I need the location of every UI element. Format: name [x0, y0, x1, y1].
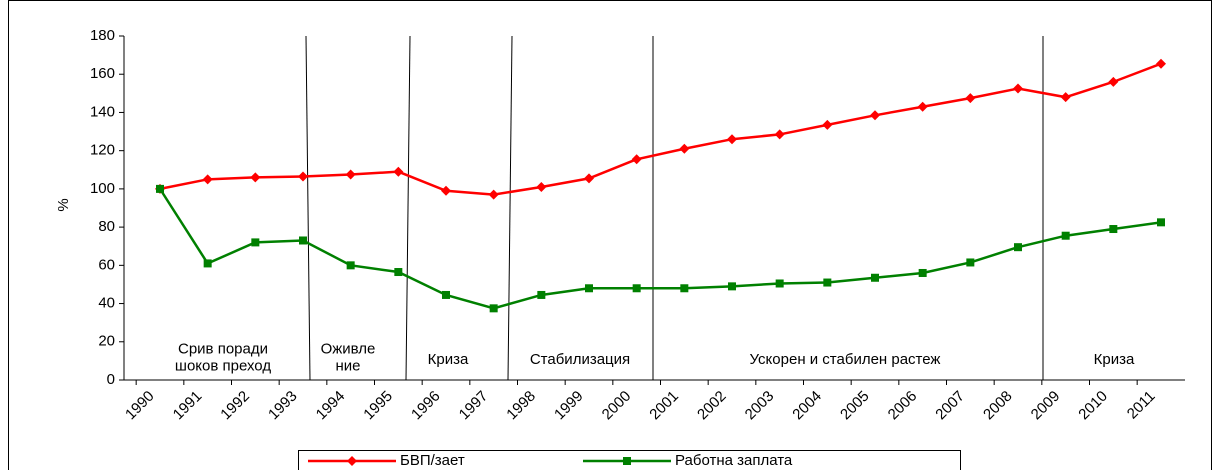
x-tick-label: 1995	[360, 388, 396, 424]
y-tick-label: 120	[90, 142, 115, 159]
point	[488, 189, 499, 200]
separator	[305, 35, 311, 381]
point	[202, 174, 213, 185]
point	[623, 457, 631, 465]
annotation: шоков преход	[175, 357, 271, 374]
y-tick-label: 100	[90, 180, 115, 197]
x-tick-label: 1994	[313, 388, 349, 424]
x-tick-label: 1996	[408, 388, 444, 424]
separator	[507, 35, 513, 381]
point	[917, 101, 928, 112]
x-tick-label: 2005	[837, 388, 873, 424]
x-tick-label: 1997	[456, 388, 492, 424]
point	[1014, 243, 1022, 252]
point	[584, 173, 594, 184]
point	[299, 236, 307, 245]
series-line	[159, 62, 1162, 196]
point	[631, 154, 642, 165]
point	[1108, 76, 1119, 87]
point	[870, 110, 880, 121]
point	[393, 166, 404, 177]
x-tick-label: 1999	[551, 388, 587, 424]
y-tick-label: 140	[90, 103, 115, 120]
point	[346, 261, 355, 270]
point	[347, 456, 357, 466]
x-tick-label: 2009	[1028, 388, 1064, 424]
annotation: Стабилизация	[530, 351, 630, 368]
x-tick-label: 1993	[265, 388, 301, 424]
point	[394, 268, 403, 277]
point	[442, 290, 450, 299]
separator	[405, 35, 411, 381]
point	[823, 278, 832, 287]
point	[1109, 225, 1118, 234]
point	[250, 172, 261, 183]
x-tick-label: 2000	[599, 388, 635, 424]
point	[774, 129, 785, 140]
x-tick-label: 1998	[503, 388, 539, 424]
point	[727, 134, 737, 145]
point	[156, 184, 164, 193]
point	[966, 258, 975, 267]
point	[1060, 92, 1071, 103]
x-tick-label: 1991	[170, 388, 206, 424]
y-tick-label: 160	[90, 65, 115, 82]
point	[1157, 218, 1165, 227]
legend-label: Работна заплата	[675, 452, 793, 469]
x-tick-label: 2002	[694, 388, 730, 424]
x-tick-label: 2007	[932, 388, 968, 424]
y-tick-label: 80	[98, 218, 115, 235]
frame	[8, 0, 1212, 475]
y-axis-label: %	[55, 198, 72, 211]
point	[680, 284, 689, 293]
point	[965, 93, 976, 104]
annotation: ние	[335, 357, 360, 374]
y-tick-label: 60	[98, 256, 115, 273]
point	[298, 171, 308, 182]
x-tick-label: 1992	[217, 388, 253, 424]
point	[251, 238, 260, 247]
point	[585, 284, 593, 293]
legend: БВП/зает Работна заплата	[298, 450, 961, 475]
point	[775, 279, 784, 288]
annotation: Оживле	[321, 340, 376, 357]
series-line	[158, 188, 1162, 310]
point	[1061, 231, 1070, 240]
annotation: Криза	[1094, 351, 1135, 368]
period-separators	[305, 35, 1044, 381]
point	[871, 273, 879, 282]
x-tick-label: 2006	[885, 388, 921, 424]
point	[537, 290, 546, 299]
point	[679, 143, 690, 154]
annotation: Ускорен и стабилен растеж	[750, 351, 941, 368]
y-tick-label: 40	[98, 295, 115, 312]
point	[1013, 83, 1023, 94]
point	[203, 259, 212, 268]
x-tick-label: 2001	[646, 388, 682, 424]
y-tick-label: 180	[90, 27, 115, 44]
point	[918, 268, 927, 277]
point	[489, 304, 498, 313]
x-tick-label: 2003	[742, 388, 778, 424]
x-tick-label: 2008	[980, 388, 1016, 424]
x-tick-label: 2004	[789, 388, 825, 424]
point	[441, 185, 451, 196]
x-tick-label: 2011	[1124, 388, 1159, 423]
y-tick-label: 20	[98, 333, 115, 350]
point	[1156, 58, 1166, 69]
legend-label: БВП/зает	[400, 452, 465, 469]
annotation: Криза	[428, 351, 469, 368]
point	[345, 169, 356, 180]
annotation: Срив поради	[178, 340, 268, 357]
x-tick-label: 1990	[122, 388, 158, 424]
point	[632, 284, 641, 293]
point	[536, 181, 547, 192]
point	[728, 282, 736, 291]
series	[156, 184, 1165, 313]
point	[822, 119, 833, 130]
y-tick-label: 0	[107, 371, 115, 388]
x-tick-label: 2010	[1075, 388, 1111, 424]
